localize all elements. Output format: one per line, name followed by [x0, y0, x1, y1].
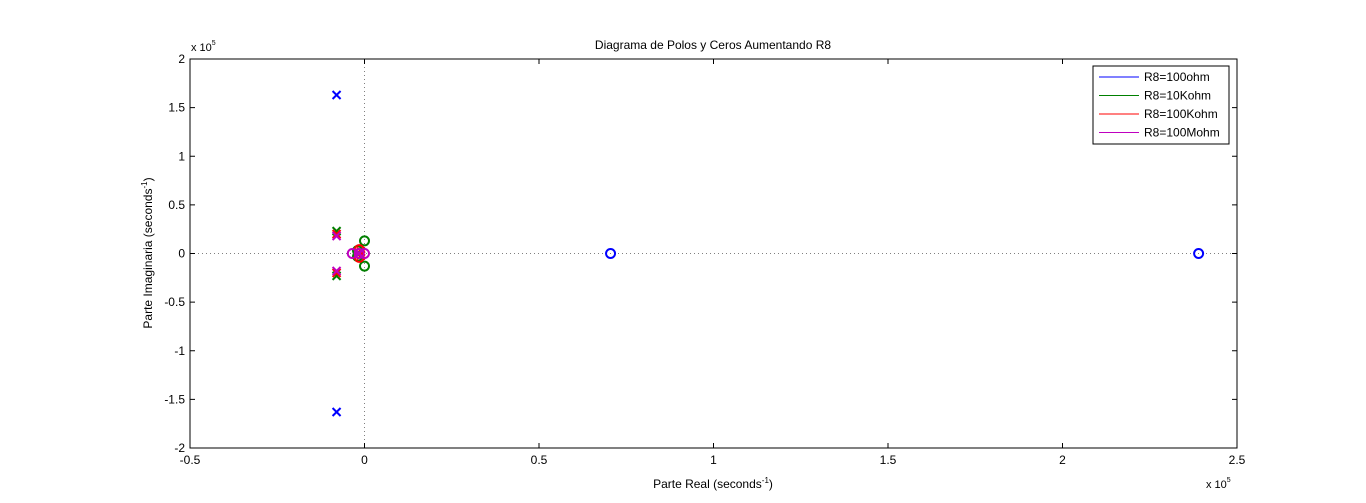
data-marks — [331, 90, 1205, 417]
pole-stroke-b — [331, 268, 342, 278]
zero-marker — [605, 248, 617, 259]
x-exponent-label: x 105 — [1206, 477, 1231, 491]
x-tick-label: 2 — [1059, 453, 1066, 467]
x-tick-label: 1.5 — [880, 453, 897, 467]
y-tick-label: 0 — [178, 247, 185, 261]
chart-title: Diagrama de Polos y Ceros Aumentando R8 — [595, 38, 831, 52]
x-axis-label-sup: -1 — [762, 476, 770, 485]
pole-stroke-b — [354, 248, 364, 259]
zero-marker — [1193, 248, 1205, 259]
pole-marker — [331, 229, 342, 239]
zero-marker — [353, 248, 365, 259]
zero-marker — [346, 248, 358, 259]
y-tick-label: 0.5 — [168, 198, 185, 212]
x-exponent-base: x 10 — [1206, 479, 1227, 491]
legend-label: R8=100ohm — [1144, 70, 1210, 84]
y-axis-label-main: Parte Imaginaria (seconds — [141, 189, 155, 329]
x-tick-label: 1 — [710, 453, 717, 467]
y-tick-label: -1.5 — [164, 392, 185, 406]
y-tick-label: 1.5 — [168, 101, 185, 115]
pole-marker — [331, 231, 342, 241]
plot-frame — [189, 58, 1238, 449]
legend-box — [1092, 65, 1230, 145]
legend-label: R8=100Kohm — [1144, 107, 1218, 121]
y-tick-label: -1 — [174, 344, 185, 358]
x-axis-label: Parte Real (seconds-1) — [653, 476, 773, 491]
zero-marker — [359, 235, 370, 247]
y-exponent-power: 5 — [212, 40, 216, 47]
pole-stroke-b — [331, 229, 342, 239]
x-tick-label: -0.5 — [180, 453, 201, 467]
y-exponent-base: x 10 — [191, 42, 212, 54]
legend: R8=100ohm R8=10Kohm R8=100Kohm R8=100Mohm — [1092, 65, 1230, 145]
pole-stroke-b — [331, 407, 342, 417]
x-axis-label-end: ) — [769, 477, 773, 491]
pole-marker — [331, 90, 342, 100]
y-axis-label-sup: -1 — [140, 181, 149, 189]
y-exponent-label: x 105 — [191, 40, 216, 54]
pole-stroke-b — [331, 266, 342, 276]
pole-marker — [331, 266, 342, 276]
legend-label: R8=10Kohm — [1144, 89, 1211, 103]
pole-stroke-b — [331, 90, 342, 100]
axis-ticks: -0.5 0 0.5 1 1.5 2 2.5 2 1.5 1 0.5 0 -0.5 -1 -1.5 -2 — [164, 52, 1245, 467]
reference-lines — [190, 59, 1237, 448]
y-axis-label-end: ) — [141, 177, 155, 181]
x-axis-label-main: Parte Real (seconds — [653, 477, 762, 491]
zero-marker — [359, 260, 370, 272]
x-tick-label: 0 — [361, 453, 368, 467]
y-tick-label: 1 — [178, 149, 185, 163]
pole-marker — [354, 248, 364, 259]
y-tick-label: -2 — [174, 441, 185, 455]
pole-stroke-b — [331, 231, 342, 241]
pole-marker — [331, 407, 342, 417]
x-exponent-power: 5 — [1227, 477, 1231, 484]
x-tick-label: 2.5 — [1229, 453, 1246, 467]
legend-label: R8=100Mohm — [1144, 126, 1220, 140]
pole-marker — [331, 268, 342, 278]
x-tick-label: 0.5 — [531, 453, 548, 467]
y-tick-label: 2 — [178, 52, 185, 66]
y-axis-label: Parte Imaginaria (seconds-1) — [140, 177, 155, 328]
y-tick-label: -0.5 — [164, 295, 185, 309]
